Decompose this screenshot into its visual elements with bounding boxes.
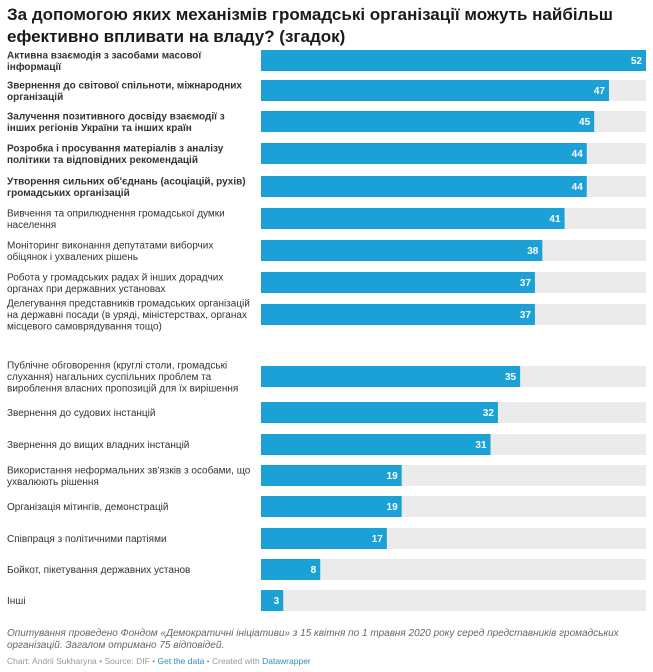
category-label: Вивчення та оприлюднення громадської дум… — [7, 208, 225, 231]
bar-row: 19 Використання неформальних зв'язків з о… — [7, 464, 646, 488]
value-label: 37 — [520, 310, 532, 321]
bar-row: 45 Залучення позитивного досвіду взаємоді… — [7, 111, 646, 134]
category-label: Робота у громадських радах й інших дорад… — [7, 271, 223, 295]
value-label: 37 — [520, 278, 532, 289]
bar — [261, 590, 284, 611]
bar — [261, 559, 321, 580]
category-label: Утворення сильних об'єднань (асоціацій, … — [7, 175, 246, 199]
category-label: Активна взаємодія з засобами масової інфо… — [7, 50, 201, 73]
bar — [261, 496, 402, 517]
bar — [261, 111, 595, 132]
value-label: 3 — [274, 596, 280, 607]
chart-title: За допомогою яких механізмів громадські … — [7, 5, 613, 46]
value-label: 35 — [505, 372, 517, 383]
bar — [261, 434, 491, 455]
bar-row: 8 Бойкот, пікетування державних установ — [7, 559, 646, 580]
bar-row: 52 Активна взаємодія з засобами масової ін… — [7, 50, 646, 73]
bar — [261, 528, 387, 549]
value-label: 38 — [527, 246, 539, 257]
bar — [261, 366, 521, 387]
bar-row: 38 Моніторинг виконання депутатами виборч… — [7, 239, 646, 263]
bar — [261, 465, 402, 486]
category-label: Організація мітингів, демонстрацій — [7, 502, 168, 513]
footnote: Опитування проведено Фондом «Демократичн… — [7, 628, 619, 651]
category-label: Делегування представників громадських ор… — [7, 299, 250, 333]
value-label: 52 — [631, 56, 643, 67]
bar-track — [261, 590, 646, 611]
category-label: Звернення до вищих владних інстанцій — [7, 440, 189, 451]
bar-row: 44 Утворення сильних об'єднань (асоціацій… — [7, 175, 646, 199]
bar-row: 41 Вивчення та оприлюднення громадської д… — [7, 208, 646, 231]
bar — [261, 208, 565, 229]
bar-row: 31 Звернення до вищих владних інстанцій — [7, 434, 646, 455]
bar — [261, 402, 498, 423]
value-label: 8 — [311, 565, 317, 576]
credits-mid: • Created with — [204, 656, 263, 666]
value-label: 32 — [483, 408, 495, 419]
bar — [261, 50, 646, 71]
bar-row: 17 Співпраця з політичними партіями — [7, 528, 646, 549]
get-data-link[interactable]: Get the data — [157, 656, 205, 666]
bar-track — [261, 559, 646, 580]
value-label: 31 — [475, 440, 487, 451]
category-label: Моніторинг виконання депутатами виборчих… — [7, 239, 213, 263]
bar — [261, 143, 587, 164]
value-label: 17 — [372, 534, 384, 545]
category-label: Розробка і просування матеріалів з аналі… — [7, 142, 224, 166]
bar-row: 47 Звернення до світової спільноти, міжна… — [7, 80, 646, 103]
bar-chart: 52 Активна взаємодія з засобами масової ін… — [7, 50, 646, 611]
category-label: Звернення до судових інстанцій — [7, 408, 155, 419]
value-label: 44 — [572, 149, 584, 160]
value-label: 41 — [549, 214, 561, 225]
category-label: Звернення до світової спільноти, міжнаро… — [7, 80, 242, 103]
category-label: Інші — [7, 596, 26, 607]
category-label: Бойкот, пікетування державних установ — [7, 565, 190, 576]
value-label: 19 — [387, 502, 399, 513]
category-label: Залучення позитивного досвіду взаємодії … — [7, 111, 225, 134]
datawrapper-link[interactable]: Datawrapper — [262, 656, 311, 666]
value-label: 44 — [572, 182, 584, 193]
credits-prefix: Chart: Andrii Sukharyna • Source: DIF • — [7, 656, 158, 666]
category-label: Співпраця з політичними партіями — [7, 534, 167, 545]
bar — [261, 176, 587, 197]
bar-row: 37 Делегування представників громадських … — [7, 299, 646, 333]
category-label: Публічне обговорення (круглі столи, гром… — [7, 360, 238, 395]
bar — [261, 80, 609, 101]
bar — [261, 304, 535, 325]
credits: Chart: Andrii Sukharyna • Source: DIF • … — [7, 656, 647, 666]
value-label: 47 — [594, 86, 606, 97]
bar-row: 19 Організація мітингів, демонстрацій — [7, 496, 646, 517]
bar-row: 44 Розробка і просування матеріалів з ана… — [7, 142, 646, 166]
bar-row: 3 Інші — [7, 590, 646, 611]
bar-row: 32 Звернення до судових інстанцій — [7, 402, 646, 423]
bar-row: 37 Робота у громадських радах й інших дор… — [7, 271, 646, 295]
bar — [261, 240, 543, 261]
value-label: 45 — [579, 117, 591, 128]
bar — [261, 272, 535, 293]
category-label: Використання неформальних зв'язків з осо… — [7, 464, 251, 488]
bar-row: 35 Публічне обговорення (круглі столи, гр… — [7, 360, 646, 395]
value-label: 19 — [387, 471, 399, 482]
